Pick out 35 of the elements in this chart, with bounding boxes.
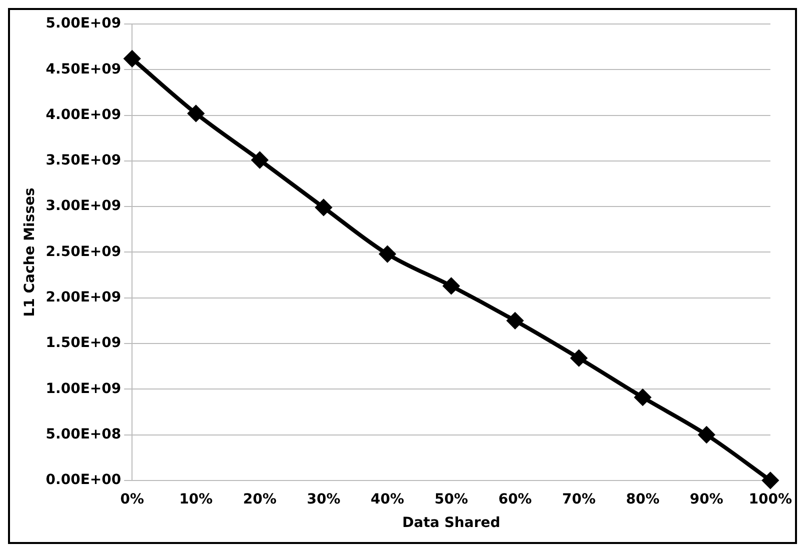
point <box>762 472 778 488</box>
y-tick-label: 1.50E+09 <box>46 335 122 352</box>
y-tick-label: 2.00E+09 <box>46 289 122 306</box>
point <box>188 105 204 122</box>
y-tick-label: 4.00E+09 <box>46 106 122 123</box>
point <box>507 312 524 329</box>
y-tick-label: 2.50E+09 <box>46 244 122 260</box>
point <box>379 246 396 262</box>
y-tick-label: 5.00E+09 <box>46 16 122 32</box>
point <box>634 389 651 406</box>
point <box>124 50 140 67</box>
x-tick-label: 90% <box>690 491 724 508</box>
x-tick-label: 30% <box>306 491 340 508</box>
point <box>443 278 460 294</box>
point <box>698 426 715 443</box>
x-axis-title: Data Shared <box>402 515 500 532</box>
x-tick-label: 0% <box>120 491 144 508</box>
y-tick-label: 3.50E+09 <box>46 152 122 169</box>
point <box>252 152 268 168</box>
x-tick-label: 20% <box>243 491 277 508</box>
y-axis-title: L1 Cache Misses <box>22 188 38 317</box>
y-tick-label: 1.00E+09 <box>46 380 122 397</box>
y-tick-label: 0.00E+00 <box>46 472 122 488</box>
point <box>316 199 332 216</box>
y-tick-label: 4.50E+09 <box>46 61 122 78</box>
x-tick-label: 70% <box>562 491 596 508</box>
x-tick-label: 40% <box>370 491 404 508</box>
x-tick-label: 50% <box>434 491 468 508</box>
x-tick-label: 80% <box>626 491 660 508</box>
x-tick-label: 10% <box>179 491 213 508</box>
y-tick-label: 3.00E+09 <box>46 198 122 214</box>
y-tick-label: 5.00E+08 <box>46 426 122 442</box>
point <box>570 350 587 366</box>
x-tick-label: 100% <box>748 491 792 508</box>
x-tick-label: 60% <box>498 491 532 508</box>
